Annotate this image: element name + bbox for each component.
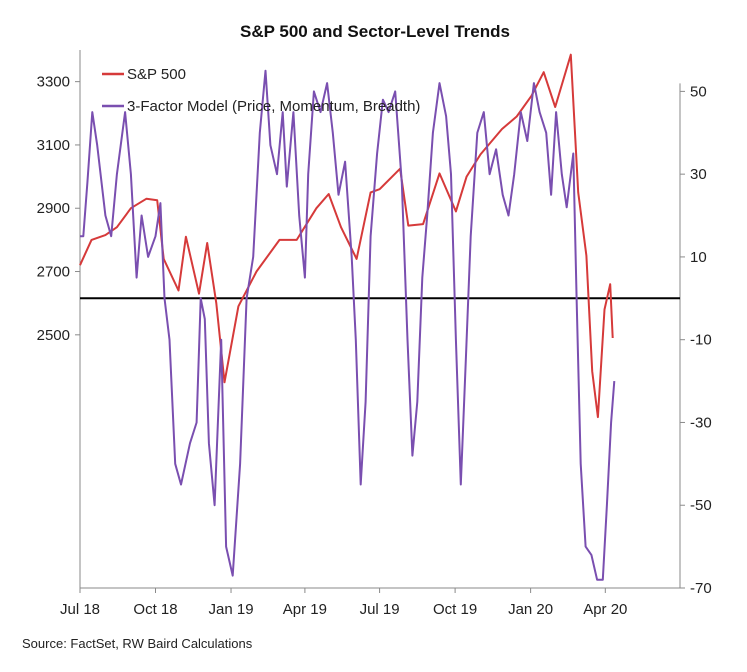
series-line-3-factor-model (80, 69, 616, 581)
right-axis-tick-label: 10 (690, 249, 707, 266)
right-axis-tick-label: -70 (690, 580, 712, 597)
x-axis-tick-label: Oct 18 (133, 601, 177, 618)
left-axis-tick-labels: 2500 2700 2900 3100 3300 (37, 74, 70, 344)
left-axis-tick-label: 3300 (37, 74, 70, 91)
series-layer (79, 53, 616, 581)
right-axis-tick-labels: -70 -50 -30 -10 10 30 50 (690, 83, 712, 597)
left-axis-tick-label: 2500 (37, 327, 70, 344)
right-axis-tick-label: 50 (690, 83, 707, 100)
right-axis-tick-label: -30 (690, 414, 712, 431)
right-axis-tick-label: -10 (690, 332, 712, 349)
left-axis-tick-label: 2700 (37, 264, 70, 281)
x-axis-tick-labels: Jul 18 Oct 18 Jan 19 Apr 19 Jul 19 Oct 19 Jan … (60, 601, 627, 618)
x-axis-tick-label: Jan 20 (508, 601, 553, 618)
left-axis-tick-label: 3100 (37, 137, 70, 154)
axes (75, 50, 685, 593)
legend-label-sp500: S&P 500 (127, 66, 186, 83)
legend: S&P 500 3-Factor Model (Price, Momentum,… (102, 66, 420, 115)
x-axis-tick-label: Oct 19 (433, 601, 477, 618)
x-axis-tick-label: Jul 18 (60, 601, 100, 618)
x-axis-tick-label: Apr 20 (583, 601, 627, 618)
x-axis-tick-label: Apr 19 (283, 601, 327, 618)
series-line-sp500 (79, 53, 614, 419)
legend-label-3-factor: 3-Factor Model (Price, Momentum, Breadth… (127, 98, 420, 115)
left-axis-tick-label: 2900 (37, 200, 70, 217)
chart-title: S&P 500 and Sector-Level Trends (240, 22, 510, 41)
source-note: Source: FactSet, RW Baird Calculations (22, 636, 253, 651)
x-axis-tick-label: Jan 19 (209, 601, 254, 618)
right-axis-tick-label: 30 (690, 166, 707, 183)
x-axis-tick-label: Jul 19 (360, 601, 400, 618)
right-axis-tick-label: -50 (690, 497, 712, 514)
